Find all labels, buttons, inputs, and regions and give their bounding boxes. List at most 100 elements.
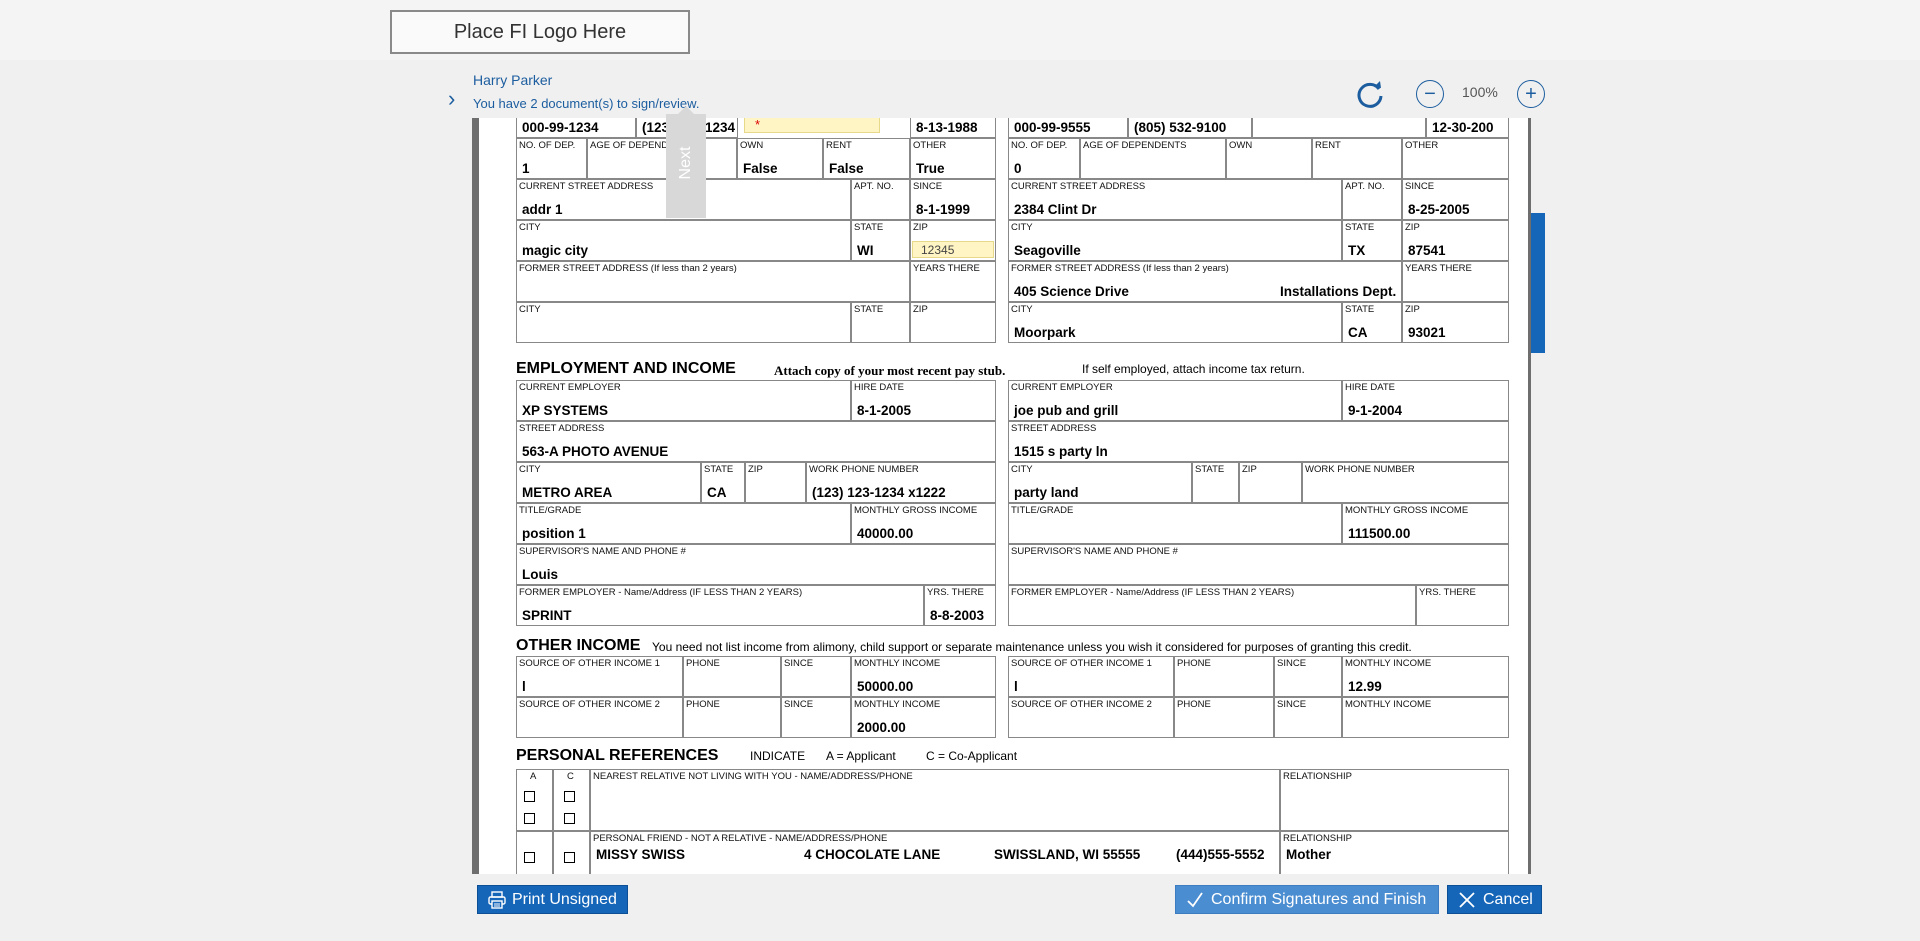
co-former-employer-cell: FORMER EMPLOYER - Name/Address (IF LESS … [1008, 585, 1416, 626]
document-scrollbar[interactable] [1531, 213, 1545, 353]
monthly-income-label: MONTHLY INCOME [1345, 699, 1432, 710]
friend-c-checkbox[interactable] [564, 852, 575, 863]
document-page: 000-99-1234 (123 1234 * 8-13-1988 000-99… [479, 118, 1528, 874]
applicant-source2-since-cell: SINCE [781, 697, 851, 738]
applicant-rent-cell: RENT False [823, 138, 910, 179]
applicant-phone-right: 1234 [705, 120, 736, 135]
friend-a-checkbox[interactable] [524, 852, 535, 863]
applicant-street: addr 1 [522, 202, 563, 217]
co-applicant-employer: joe pub and grill [1014, 403, 1119, 418]
source1-label: SOURCE OF OTHER INCOME 1 [519, 658, 660, 669]
relative-c-checkbox-1[interactable] [564, 791, 575, 802]
co-applicant-blank-cell [1252, 118, 1426, 138]
relationship-label: RELATIONSHIP [1283, 833, 1352, 844]
applicant-zip-field[interactable]: 12345 [912, 241, 994, 258]
print-unsigned-button[interactable]: Print Unsigned [477, 885, 628, 914]
applicant-dob-cell: 8-13-1988 [910, 118, 996, 138]
applicant-supervisor: Louis [522, 567, 558, 582]
applicant-gross-income-cell: MONTHLY GROSS INCOME 40000.00 [851, 503, 996, 544]
co-no-dep-cell: NO. OF DEP. 0 [1008, 138, 1080, 179]
applicant-other: True [916, 161, 945, 176]
zoom-out-button[interactable]: − [1416, 80, 1444, 108]
source2-label: SOURCE OF OTHER INCOME 2 [519, 699, 660, 710]
age-dep-label: AGE OF DEPENDE [590, 140, 675, 151]
required-signature-field[interactable]: * [744, 118, 880, 133]
co-street-cell: CURRENT STREET ADDRESS 2384 Clint Dr [1008, 179, 1342, 220]
applicant-emp-street-cell: STREET ADDRESS 563-A PHOTO AVENUE [516, 421, 996, 462]
chevron-right-icon[interactable]: › [448, 86, 456, 111]
co-emp-state-cell: STATE [1192, 462, 1239, 503]
applicant-former-street-cell: FORMER STREET ADDRESS (If less than 2 ye… [516, 261, 910, 302]
co-supervisor-cell: SUPERVISOR'S NAME AND PHONE # [1008, 544, 1509, 585]
since-label: SINCE [784, 699, 814, 710]
next-label: Next [677, 146, 694, 180]
co-city-cell: CITY Seagoville [1008, 220, 1342, 261]
viewer-left-border [472, 118, 479, 874]
co-gross-income-cell: MONTHLY GROSS INCOME 111500.00 [1342, 503, 1509, 544]
applicant-employer: XP SYSTEMS [522, 403, 609, 418]
apt-label: APT. NO. [1345, 181, 1385, 192]
cancel-button[interactable]: Cancel [1447, 885, 1542, 914]
co-rent-cell: RENT [1312, 138, 1402, 179]
applicant-source2-phone-cell: PHONE [683, 697, 781, 738]
co-applicant-zip: 87541 [1408, 243, 1446, 258]
signer-name: Harry Parker [473, 72, 553, 88]
applicant-age-dep-cell: AGE OF DEPENDE [587, 138, 737, 179]
applicant-emp-city-cell: CITY METRO AREA [516, 462, 701, 503]
co-applicant-emp-street: 1515 s party ln [1014, 444, 1108, 459]
yrs-there-label: YRS. THERE [927, 587, 984, 598]
co-years-there-cell: YEARS THERE [1402, 261, 1509, 302]
refresh-icon[interactable] [1355, 79, 1385, 109]
relative-a-checkbox-2[interactable] [524, 813, 535, 824]
applicant-state: WI [857, 243, 874, 258]
street-address-label: STREET ADDRESS [519, 423, 605, 434]
employment-section-title: EMPLOYMENT AND INCOME [516, 360, 736, 377]
yrs-there-label: YRS. THERE [1419, 587, 1476, 598]
confirm-signatures-button[interactable]: Confirm Signatures and Finish [1175, 885, 1439, 914]
co-work-phone-cell: WORK PHONE NUMBER [1302, 462, 1509, 503]
street-address-label: STREET ADDRESS [1011, 423, 1097, 434]
monthly-income-label: MONTHLY INCOME [854, 699, 941, 710]
co-applicant-former-street-extra: Installations Dept. [1280, 284, 1397, 299]
former-street-label: FORMER STREET ADDRESS (If less than 2 ye… [1011, 263, 1229, 274]
age-dep-label: AGE OF DEPENDENTS [1083, 140, 1187, 151]
since-label: SINCE [913, 181, 943, 192]
co-applicant-ssn-cell: 000-99-9555 [1008, 118, 1128, 138]
title-label: TITLE/GRADE [519, 505, 582, 516]
next-field-tab[interactable]: Next [666, 106, 706, 218]
co-applicant-former-city: Moorpark [1014, 325, 1076, 340]
col-a-label: A [530, 771, 537, 782]
zip-label: ZIP [1242, 464, 1257, 475]
applicant-title-cell: TITLE/GRADE position 1 [516, 503, 851, 544]
street-label: CURRENT STREET ADDRESS [1011, 181, 1146, 192]
co-applicant-phone-cell: (805) 532-9100 [1128, 118, 1252, 138]
no-dep-label: NO. OF DEP. [1011, 140, 1068, 151]
co-former-street-cell: FORMER STREET ADDRESS (If less than 2 ye… [1008, 261, 1402, 302]
applicant-dob: 8-13-1988 [916, 120, 978, 135]
street-label: CURRENT STREET ADDRESS [519, 181, 654, 192]
applicant-other-cell: OTHER True [910, 138, 996, 179]
friend-relationship: Mother [1286, 847, 1331, 862]
monthly-income-label: MONTHLY INCOME [854, 658, 941, 669]
applicant-source2-income-cell: MONTHLY INCOME 2000.00 [851, 697, 996, 738]
applicant-former-state-cell: STATE [851, 302, 910, 343]
applicant-other-income2: 2000.00 [857, 720, 906, 735]
relative-a-checkbox-1[interactable] [524, 791, 535, 802]
co-former-city-cell: CITY Moorpark [1008, 302, 1342, 343]
applicant-years-there-cell: YEARS THERE [910, 261, 996, 302]
applicant-former-employer: SPRINT [522, 608, 572, 623]
applicant-zip-cell: ZIP 12345 [910, 220, 996, 261]
nearest-relative-cell: NEAREST RELATIVE NOT LIVING WITH YOU - N… [590, 769, 1280, 831]
references-section-title: PERSONAL REFERENCES [516, 747, 719, 764]
applicant-hire-date-cell: HIRE DATE 8-1-2005 [851, 380, 996, 421]
zoom-in-button[interactable]: + [1517, 80, 1545, 108]
years-there-label: YEARS THERE [913, 263, 980, 274]
co-hire-date-cell: HIRE DATE 9-1-2004 [1342, 380, 1509, 421]
co-applicant-no-dep: 0 [1014, 161, 1022, 176]
applicant-source1-income-cell: MONTHLY INCOME 50000.00 [851, 656, 996, 697]
applicant-former-city-cell: CITY [516, 302, 851, 343]
relationship-label: RELATIONSHIP [1283, 771, 1352, 782]
apt-label: APT. NO. [854, 181, 894, 192]
work-phone-label: WORK PHONE NUMBER [1305, 464, 1415, 475]
relative-c-checkbox-2[interactable] [564, 813, 575, 824]
